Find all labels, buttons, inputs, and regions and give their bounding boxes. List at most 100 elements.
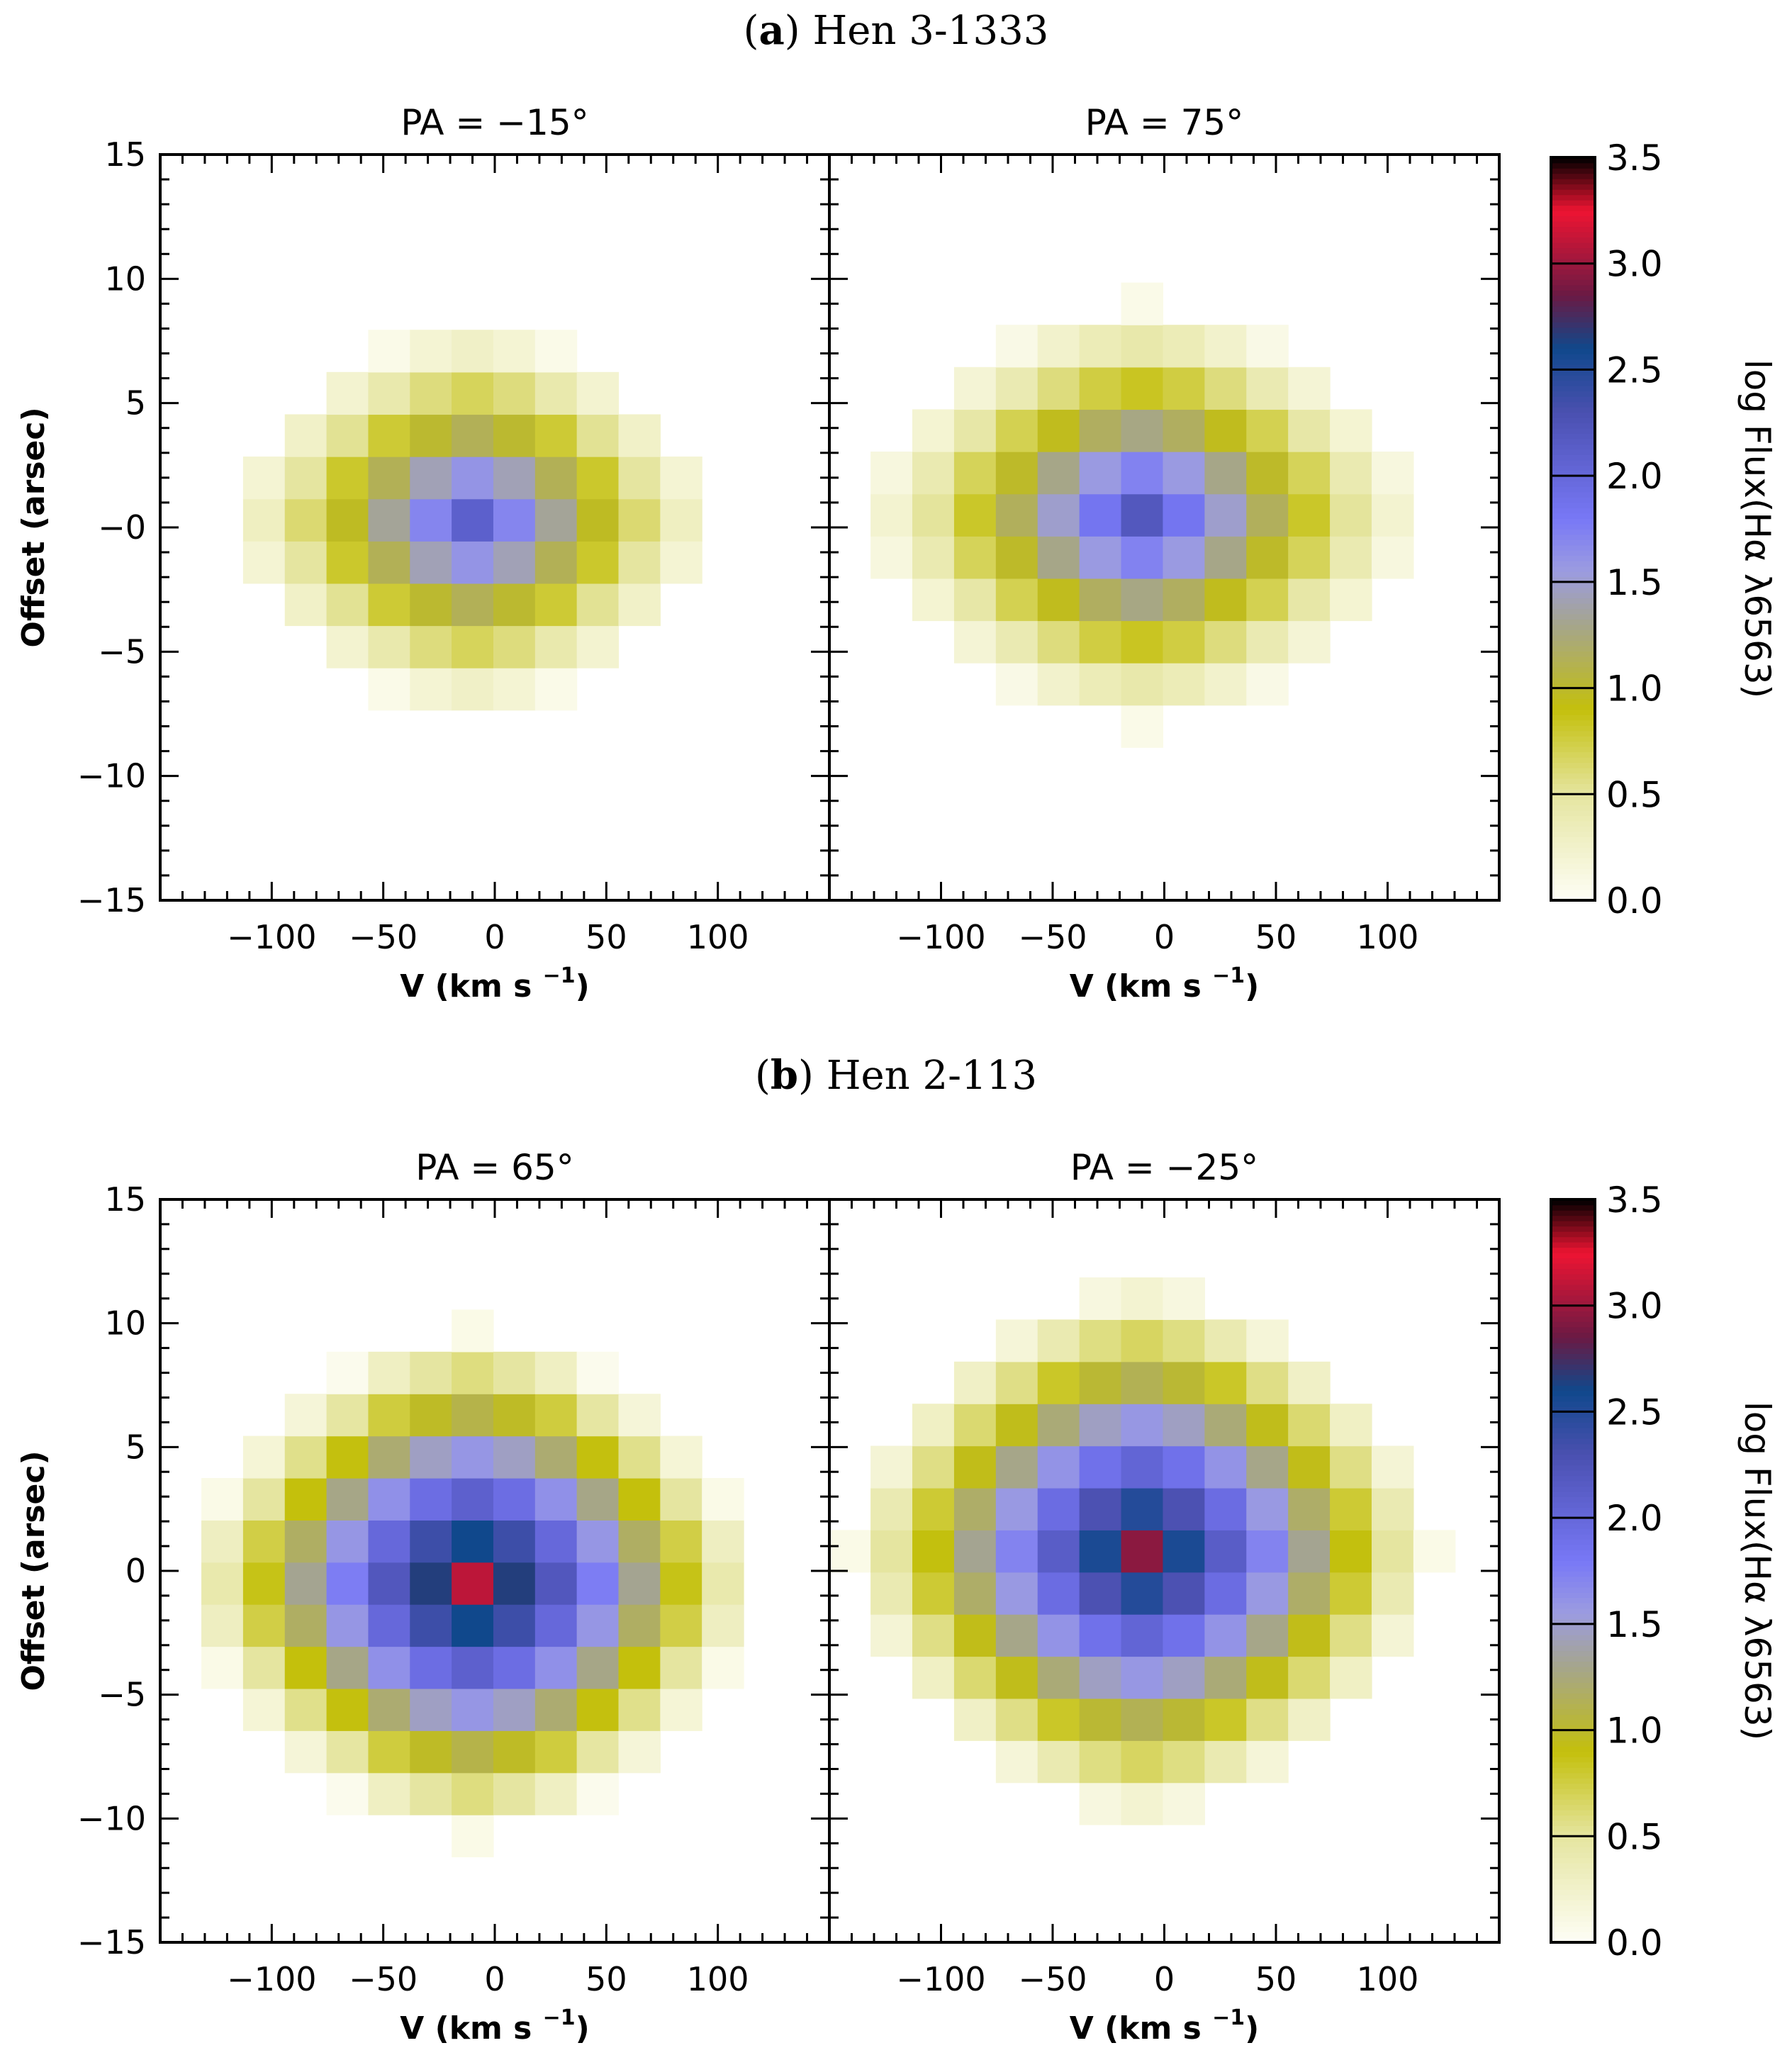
heatmap-cell xyxy=(326,414,369,457)
heatmap-cell xyxy=(1246,1404,1289,1447)
colorbar-swatch xyxy=(1551,1258,1595,1264)
heatmap-cell xyxy=(576,1394,620,1437)
colorbar-label: log Flux(Hα λ6563) xyxy=(1737,1401,1778,1740)
heatmap-cell xyxy=(912,1614,955,1657)
heatmap-cell xyxy=(242,541,286,584)
heatmap-cell xyxy=(1246,578,1289,622)
x-tick-label: 50 xyxy=(1255,918,1297,956)
heatmap-cell xyxy=(1037,1614,1080,1657)
heatmap-cell xyxy=(1246,452,1289,495)
colorbar-swatch xyxy=(1551,1889,1595,1896)
colorbar-swatch xyxy=(1551,1820,1595,1827)
heatmap-cell xyxy=(1330,1445,1372,1489)
heatmap-cell xyxy=(953,1698,997,1741)
heatmap-cell xyxy=(493,541,536,584)
heatmap-cell xyxy=(1121,282,1164,325)
colorbar-swatch xyxy=(1551,311,1595,318)
heatmap-cell xyxy=(1288,1656,1331,1699)
colorbar-swatch xyxy=(1551,868,1595,875)
heatmap-cell xyxy=(702,1562,744,1605)
heatmap-cell xyxy=(953,1572,997,1615)
heatmap-cell xyxy=(452,1815,494,1858)
heatmap-cell xyxy=(995,493,1038,537)
colorbar-swatch xyxy=(1551,1539,1595,1545)
heatmap-cell xyxy=(368,625,410,668)
colorbar-swatch xyxy=(1551,1247,1595,1253)
colorbar-swatch xyxy=(1551,301,1595,307)
colorbar-swatch xyxy=(1551,1523,1595,1529)
heatmap-cell xyxy=(493,583,536,627)
colorbar-swatch xyxy=(1551,608,1595,615)
colorbar-swatch xyxy=(1551,369,1595,376)
heatmap-cell xyxy=(1204,1445,1247,1489)
heatmap-cell xyxy=(953,1361,997,1404)
heatmap-cell xyxy=(410,541,452,584)
heatmap-cell xyxy=(1079,493,1122,537)
y-tick-label: 15 xyxy=(104,1180,146,1219)
heatmap-cell xyxy=(912,1572,955,1615)
heatmap-cell xyxy=(1204,1319,1247,1362)
colorbar-swatch xyxy=(1551,1698,1595,1704)
heatmap-cell xyxy=(452,371,494,415)
colorbar-tick-label: 3.0 xyxy=(1606,1286,1663,1327)
colorbar-swatch xyxy=(1551,1332,1595,1338)
heatmap-cell xyxy=(1037,1319,1080,1362)
colorbar-swatch xyxy=(1551,231,1595,238)
colorbar-swatch xyxy=(1551,1501,1595,1508)
colorbar-label: log Flux(Hα λ6563) xyxy=(1737,359,1778,698)
heatmap-cell xyxy=(1288,1487,1331,1530)
colorbar-swatch xyxy=(1551,1369,1595,1375)
heatmap-cell xyxy=(576,1646,620,1689)
colorbar-swatch xyxy=(1551,640,1595,646)
colorbar-swatch xyxy=(1551,1719,1595,1725)
colorbar-swatch xyxy=(1551,656,1595,662)
heatmap-cell xyxy=(1079,1277,1122,1321)
x-tick-label: −100 xyxy=(227,918,316,956)
heatmap-cell xyxy=(452,1394,494,1437)
y-tick-label: 15 xyxy=(104,135,146,174)
colorbar-swatch xyxy=(1551,651,1595,657)
heatmap-cell xyxy=(493,1478,536,1521)
heatmap-cell xyxy=(660,1478,702,1521)
heatmap-cell xyxy=(995,1445,1038,1489)
colorbar-swatch xyxy=(1551,364,1595,371)
heatmap-cell xyxy=(201,1520,244,1563)
heatmap-cell xyxy=(1288,1530,1331,1573)
heatmap-cell xyxy=(576,1772,620,1815)
heatmap-cell xyxy=(1121,493,1164,537)
heatmap-cell xyxy=(452,1478,494,1521)
heatmap-cell xyxy=(912,1656,955,1699)
colorbar-swatch xyxy=(1551,1798,1595,1806)
heatmap-cell xyxy=(870,493,913,537)
colorbar-swatch xyxy=(1551,1465,1595,1471)
colorbar-swatch xyxy=(1551,1693,1595,1699)
heatmap-cell xyxy=(242,1604,286,1647)
heatmap-cell xyxy=(576,498,620,542)
colorbar-swatch xyxy=(1551,863,1595,869)
heatmap-cell xyxy=(1413,1530,1456,1573)
heatmap-cell xyxy=(1330,536,1372,579)
heatmap-cells xyxy=(870,282,1414,748)
colorbar-swatch xyxy=(1551,167,1595,174)
heatmap-cell xyxy=(1037,1740,1080,1784)
heatmap-cell xyxy=(1288,620,1331,664)
heatmap-cell xyxy=(1288,536,1331,579)
colorbar-swatch xyxy=(1551,481,1595,487)
colorbar-swatch xyxy=(1551,1847,1595,1853)
heatmap-cell xyxy=(1121,325,1164,368)
heatmap-cell xyxy=(912,1530,955,1573)
colorbar-swatch xyxy=(1551,1486,1595,1492)
colorbar-swatch xyxy=(1551,1640,1595,1646)
heatmap-cell xyxy=(452,1309,494,1353)
colorbar-swatch xyxy=(1551,1804,1595,1810)
heatmap-cell xyxy=(1204,1530,1247,1573)
colorbar-swatch xyxy=(1551,1661,1595,1667)
heatmap-cell xyxy=(452,498,494,542)
colorbar-swatch xyxy=(1551,359,1595,365)
colorbar-swatch xyxy=(1551,619,1595,625)
heatmap-cell xyxy=(534,1478,578,1521)
heatmap-cell xyxy=(1246,366,1289,410)
heatmap-cell xyxy=(995,325,1038,368)
heatmap-cell xyxy=(368,330,410,373)
heatmap-cell xyxy=(410,498,452,542)
